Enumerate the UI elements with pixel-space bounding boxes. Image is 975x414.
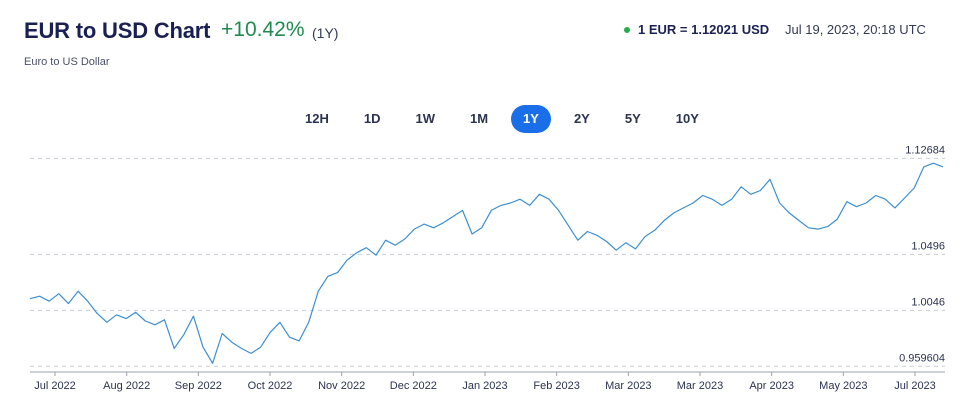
series-line (29, 162, 944, 364)
current-rate: 1 EUR = 1.12021 USD (638, 22, 770, 37)
tab-5y[interactable]: 5Y (624, 111, 641, 126)
x-tick-label: Jul 2022 (34, 380, 76, 392)
page-subtitle: Euro to US Dollar (24, 56, 110, 68)
x-tick-label: Sep 2022 (175, 380, 222, 392)
x-tick-label: May 2023 (819, 380, 867, 392)
x-tick-label: Feb 2023 (533, 380, 579, 392)
tab-1w[interactable]: 1W (415, 111, 435, 126)
y-tick-label: 0.959604 (899, 352, 945, 364)
change-period: (1Y) (312, 25, 339, 41)
y-tick-label: 1.0496 (911, 240, 945, 252)
x-tick-label: Dec 2022 (390, 380, 437, 392)
x-tick-label: Oct 2022 (248, 380, 293, 392)
live-status-icon (624, 27, 630, 33)
tab-1d[interactable]: 1D (363, 111, 381, 126)
x-tick-label: Apr 2023 (749, 380, 794, 392)
timeframe-tabs: 12H 1D 1W 1M 1Y 2Y 5Y 10Y (293, 105, 722, 133)
x-tick-label: Mar 2023 (605, 380, 651, 392)
tab-1y[interactable]: 1Y (511, 105, 551, 133)
x-tick-label: Nov 2022 (318, 380, 365, 392)
tab-2y[interactable]: 2Y (573, 111, 590, 126)
y-tick-label: 1.0046 (911, 296, 945, 308)
x-tick-label: Aug 2022 (103, 380, 150, 392)
x-tick-label: Jul 2023 (894, 380, 936, 392)
page-title: EUR to USD Chart (24, 18, 211, 43)
rate-timestamp: Jul 19, 2023, 20:18 UTC (785, 22, 926, 37)
tab-1m[interactable]: 1M (469, 111, 489, 126)
change-percent: +10.42% (221, 18, 305, 41)
x-tick-label: Jan 2023 (462, 380, 507, 392)
y-tick-label: 1.12684 (905, 144, 945, 156)
x-tick-label: Mar 2023 (677, 380, 723, 392)
tab-10y[interactable]: 10Y (675, 111, 699, 126)
tab-12h[interactable]: 12H (305, 111, 329, 126)
